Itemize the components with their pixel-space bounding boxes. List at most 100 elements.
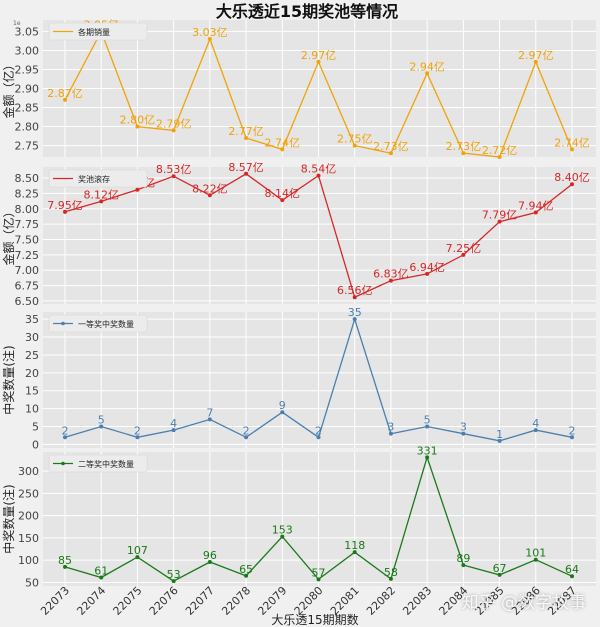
data-label: 35 [348, 306, 362, 319]
y-tick-label: 7.00 [15, 264, 40, 277]
data-label: 3.03亿 [192, 26, 228, 39]
legend-label: 一等奖中奖数量 [78, 319, 134, 329]
data-label: 6.83亿 [373, 268, 409, 281]
x-tick-label: 22084 [437, 584, 471, 618]
legend-marker [61, 321, 65, 326]
data-point [461, 563, 466, 568]
x-tick-label: 22075 [111, 584, 145, 618]
data-point [244, 171, 249, 176]
data-label: 7.95亿 [47, 199, 83, 212]
data-point [388, 151, 393, 156]
y-tick-label: 2.80 [15, 121, 40, 134]
data-point [99, 575, 104, 580]
data-point [207, 559, 212, 564]
data-point [425, 424, 430, 429]
data-point [171, 128, 176, 133]
data-label: 2.87亿 [47, 87, 83, 100]
x-tick-label: 22077 [183, 584, 217, 618]
data-point [388, 278, 393, 283]
data-label: 4 [532, 417, 539, 430]
data-label: 2 [243, 424, 250, 437]
data-label: 85 [58, 554, 72, 567]
data-point [497, 219, 502, 224]
data-label: 7.25亿 [446, 242, 482, 255]
data-label: 153 [272, 524, 293, 537]
data-label: 8.22亿 [192, 182, 228, 195]
data-label: 118 [344, 539, 365, 552]
y-tick-label: 30 [25, 331, 39, 344]
data-point [171, 174, 176, 179]
data-label: 3 [460, 421, 467, 434]
data-label: 2.72亿 [482, 144, 518, 157]
legend: 各期销量 [48, 22, 148, 41]
data-point [388, 576, 393, 581]
y-tick-label: 100 [18, 554, 39, 567]
data-point [352, 143, 357, 148]
data-label: 2.77亿 [228, 125, 264, 138]
x-tick-label: 22074 [74, 584, 108, 618]
data-label: 2 [134, 424, 141, 437]
data-point [135, 124, 140, 129]
data-point [461, 252, 466, 257]
data-point [352, 317, 357, 322]
y-tick-label: 250 [18, 487, 39, 500]
data-label: 101 [525, 547, 546, 560]
data-point [533, 59, 538, 64]
data-point [533, 428, 538, 433]
data-point [497, 572, 502, 577]
data-label: 1 [496, 428, 503, 441]
y-tick-label: 25 [25, 349, 39, 362]
data-point [135, 555, 140, 560]
y-tick-label: 15 [25, 385, 39, 398]
data-label: 2.73亿 [446, 140, 482, 153]
data-label: 8.12亿 [83, 188, 119, 201]
data-point [570, 574, 574, 579]
data-point [207, 37, 212, 42]
data-label: 65 [239, 563, 253, 576]
data-label: 8.14亿 [265, 187, 301, 200]
y-tick-label: 6.75 [15, 280, 40, 293]
data-point [316, 435, 321, 440]
x-tick-label: 22086 [509, 584, 543, 618]
y-tick-label: 0 [32, 438, 39, 451]
y-tick-label: 5 [32, 421, 39, 434]
data-point [63, 209, 67, 214]
y-tick-label: 7.25 [15, 249, 40, 262]
y-tick-label: 50 [25, 576, 39, 589]
x-tick-label: 22073 [38, 584, 72, 618]
data-point [425, 271, 430, 276]
legend-label: 奖池滚存 [78, 174, 110, 184]
data-label: 8.53亿 [156, 163, 192, 176]
legend-marker [61, 461, 65, 466]
plot-area [43, 312, 596, 448]
data-label: 2.94亿 [409, 60, 445, 73]
data-label: 2.74亿 [554, 136, 590, 149]
data-label: 2.80亿 [120, 114, 156, 127]
x-tick-label: 22078 [219, 584, 253, 618]
x-tick-label: 22087 [545, 584, 579, 618]
data-label: 67 [493, 562, 507, 575]
data-point [388, 431, 393, 436]
legend-box [48, 454, 148, 473]
y-tick-label: 150 [18, 532, 39, 545]
data-label: 107 [127, 544, 148, 557]
y-tick-label: 8.00 [15, 203, 40, 216]
legend: 二等奖中奖数量 [48, 454, 148, 473]
x-tick-label: 22083 [400, 584, 434, 618]
data-label: 2.79亿 [156, 117, 192, 130]
data-label: 2.74亿 [265, 136, 301, 149]
data-point [99, 424, 104, 429]
y-axis-label: 金额（亿） [1, 58, 16, 118]
legend-box [48, 314, 148, 333]
data-point [171, 579, 176, 584]
legend: 奖池滚存 [48, 169, 148, 188]
data-label: 2.73亿 [373, 140, 409, 153]
data-point [280, 198, 285, 203]
legend-label: 各期销量 [78, 27, 110, 37]
data-label: 2.97亿 [301, 49, 337, 62]
data-point [425, 71, 430, 76]
data-point [425, 455, 430, 460]
y-tick-label: 35 [25, 313, 39, 326]
